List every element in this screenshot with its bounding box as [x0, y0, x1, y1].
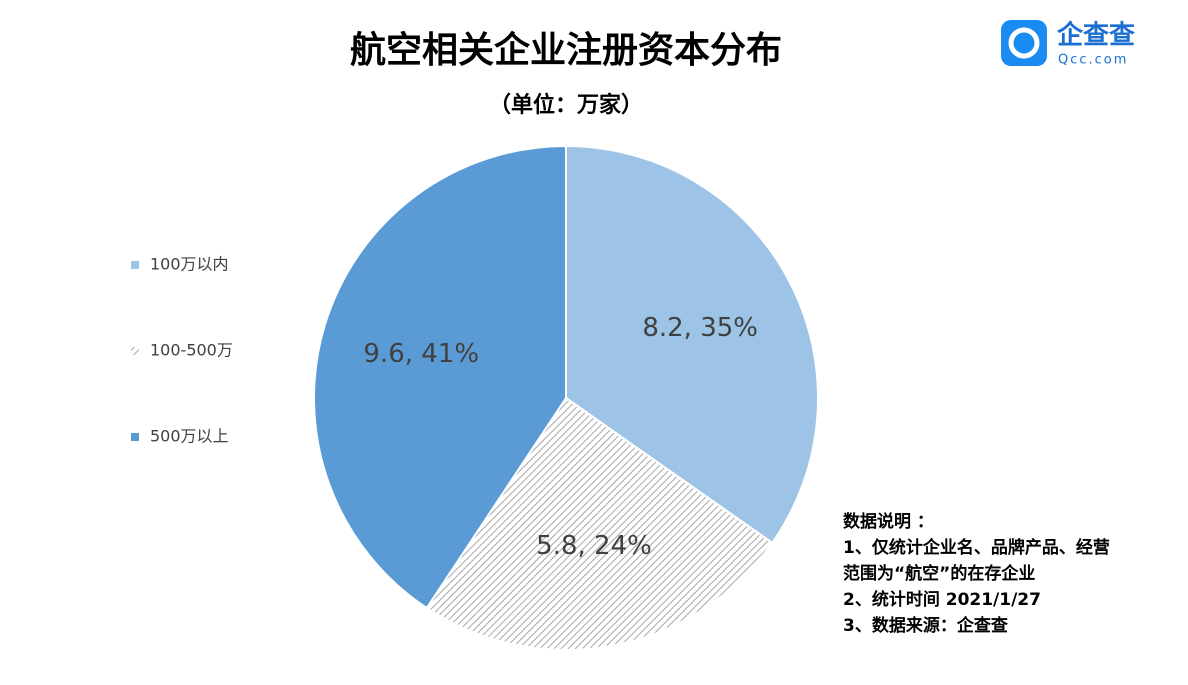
chart-title: 航空相关企业注册资本分布 — [350, 29, 782, 71]
pie-slice — [565, 144, 819, 545]
note-line: 数据说明 ： — [843, 511, 934, 532]
data-label: 5.8, 24% — [536, 531, 652, 561]
logo-name: 企查查 — [1057, 20, 1135, 51]
data-label: 9.6, 41% — [363, 339, 479, 369]
legend-swatch — [131, 261, 139, 269]
legend-label: 100-500万 — [150, 341, 233, 360]
legend-label: 500万以上 — [150, 427, 229, 446]
chart-subtitle: （单位：万家） — [489, 92, 643, 118]
note-line: 1、仅统计企业名、品牌产品、经营 — [843, 537, 1110, 558]
data-label: 8.2, 35% — [642, 313, 758, 343]
logo: 企查查 Qcc.com — [1001, 20, 1135, 68]
legend-label: 100万以内 — [150, 255, 229, 274]
note-line: 范围为“航空”的在存企业 — [843, 563, 1035, 584]
pie-slice — [313, 144, 567, 610]
legend-swatch — [131, 433, 139, 441]
logo-site: Qcc.com — [1058, 53, 1128, 68]
logo-icon — [1001, 20, 1047, 66]
note-line: 3、数据来源：企查查 — [843, 615, 1009, 636]
logo-icon-ring — [1008, 27, 1040, 59]
note-line: 2、统计时间 2021/1/27 — [843, 589, 1041, 610]
pie-slice — [425, 396, 774, 651]
legend-swatch — [131, 347, 139, 355]
